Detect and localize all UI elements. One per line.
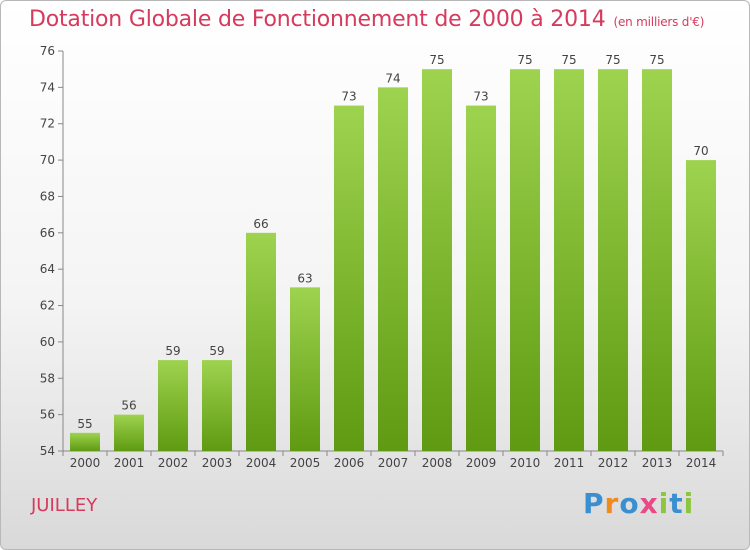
bar [510,69,540,451]
bar [686,160,716,451]
x-tick-label: 2004 [246,456,277,470]
bar [598,69,628,451]
data-labels: 55 56 59 59 66 63 73 74 75 73 75 75 75 75 70 [77,53,708,431]
brand-letter: r [604,487,620,520]
data-label: 73 [473,90,488,104]
bar [378,87,408,451]
y-tick-label: 64 [40,262,55,276]
x-tick-label: 2010 [510,456,541,470]
y-tick-label: 70 [40,153,55,167]
place-name: JUILLEY [31,495,98,516]
y-tick-label: 68 [40,189,55,203]
data-label: 73 [341,90,356,104]
bars [70,69,716,451]
proxiti-logo: Proxiti [583,487,694,520]
data-label: 63 [297,271,312,285]
brand-letter: P [583,487,605,520]
data-label: 75 [649,53,664,67]
x-tick-label: 2002 [158,456,189,470]
y-tick-label: 54 [40,444,55,458]
bar [70,432,100,451]
y-tick-label: 74 [40,80,55,94]
brand-letter: t [669,487,684,520]
data-label: 75 [429,53,444,67]
x-tick-label: 2003 [202,456,233,470]
x-tick-label: 2008 [422,456,453,470]
x-tick-label: 2001 [114,456,145,470]
bar-chart: 54 56 58 60 62 64 66 68 70 72 74 76 2000 2001 2002 2003… [40,44,724,470]
y-tick-label: 72 [40,117,55,131]
bar [642,69,672,451]
bar [334,105,364,451]
x-tick-label: 2007 [378,456,409,470]
data-label: 59 [165,344,180,358]
bar [158,360,188,451]
x-tick-label: 2006 [334,456,365,470]
brand-letter: i [658,487,670,520]
data-label: 59 [209,344,224,358]
y-tick-label: 76 [40,44,55,58]
data-label: 75 [605,53,620,67]
chart-subtitle: (en milliers d'€) [613,15,705,29]
y-tick-label: 60 [40,335,55,349]
x-tick-label: 2009 [466,456,497,470]
bar [202,360,232,451]
y-tick-label: 62 [40,299,55,313]
x-tick-label: 2014 [686,456,717,470]
chart-title: Dotation Globale de Fonctionnement de 20… [29,7,704,32]
x-tick-label: 2013 [642,456,673,470]
data-label: 70 [693,144,708,158]
bar [290,287,320,451]
y-tick-label: 56 [40,408,55,422]
y-tick-label: 66 [40,226,55,240]
chart-title-text: Dotation Globale de Fonctionnement de 20… [29,7,606,32]
axes: 54 56 58 60 62 64 66 68 70 72 74 76 2000 2001 2002 2003… [40,44,724,470]
brand-letter: o [619,487,640,520]
bar [466,105,496,451]
brand-letter: i [683,487,695,520]
data-label: 56 [121,399,136,413]
data-label: 74 [385,71,400,85]
data-label: 55 [77,417,92,431]
bar [422,69,452,451]
bar [554,69,584,451]
x-tick-label: 2012 [598,456,629,470]
y-tick-label: 58 [40,371,55,385]
data-label: 75 [517,53,532,67]
x-tick-label: 2000 [70,456,101,470]
bar [114,414,144,451]
data-label: 75 [561,53,576,67]
x-tick-label: 2005 [290,456,321,470]
bar [246,232,276,451]
data-label: 66 [253,217,268,231]
brand-letter: x [639,487,659,520]
x-tick-label: 2011 [554,456,585,470]
